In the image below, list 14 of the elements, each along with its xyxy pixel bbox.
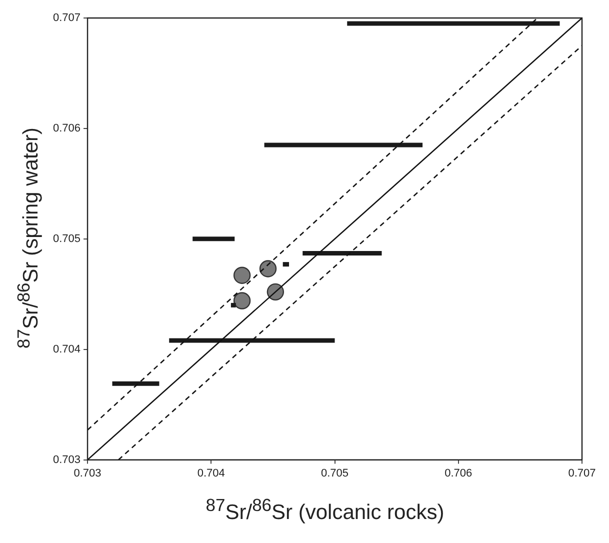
x-tick-label: 0.705 xyxy=(321,467,349,480)
y-tick-label: 0.706 xyxy=(52,122,81,134)
y-tick-label: 0.704 xyxy=(52,343,81,356)
x-tick-label: 0.704 xyxy=(197,467,225,480)
y-tick-label: 0.707 xyxy=(52,12,81,24)
point xyxy=(233,292,251,310)
point xyxy=(233,266,251,284)
x-tick-label: 0.703 xyxy=(74,467,102,480)
x-axis-title: $^{87}$Sr/$^{86}$Sr (volcanic rocks) xyxy=(204,495,446,525)
y-tick-label: 0.705 xyxy=(52,232,81,245)
point xyxy=(259,260,277,278)
x-tick-label: 0.707 xyxy=(568,467,596,480)
y-tick-label: 0.703 xyxy=(52,454,81,466)
x-tick-label: 0.706 xyxy=(444,467,472,480)
